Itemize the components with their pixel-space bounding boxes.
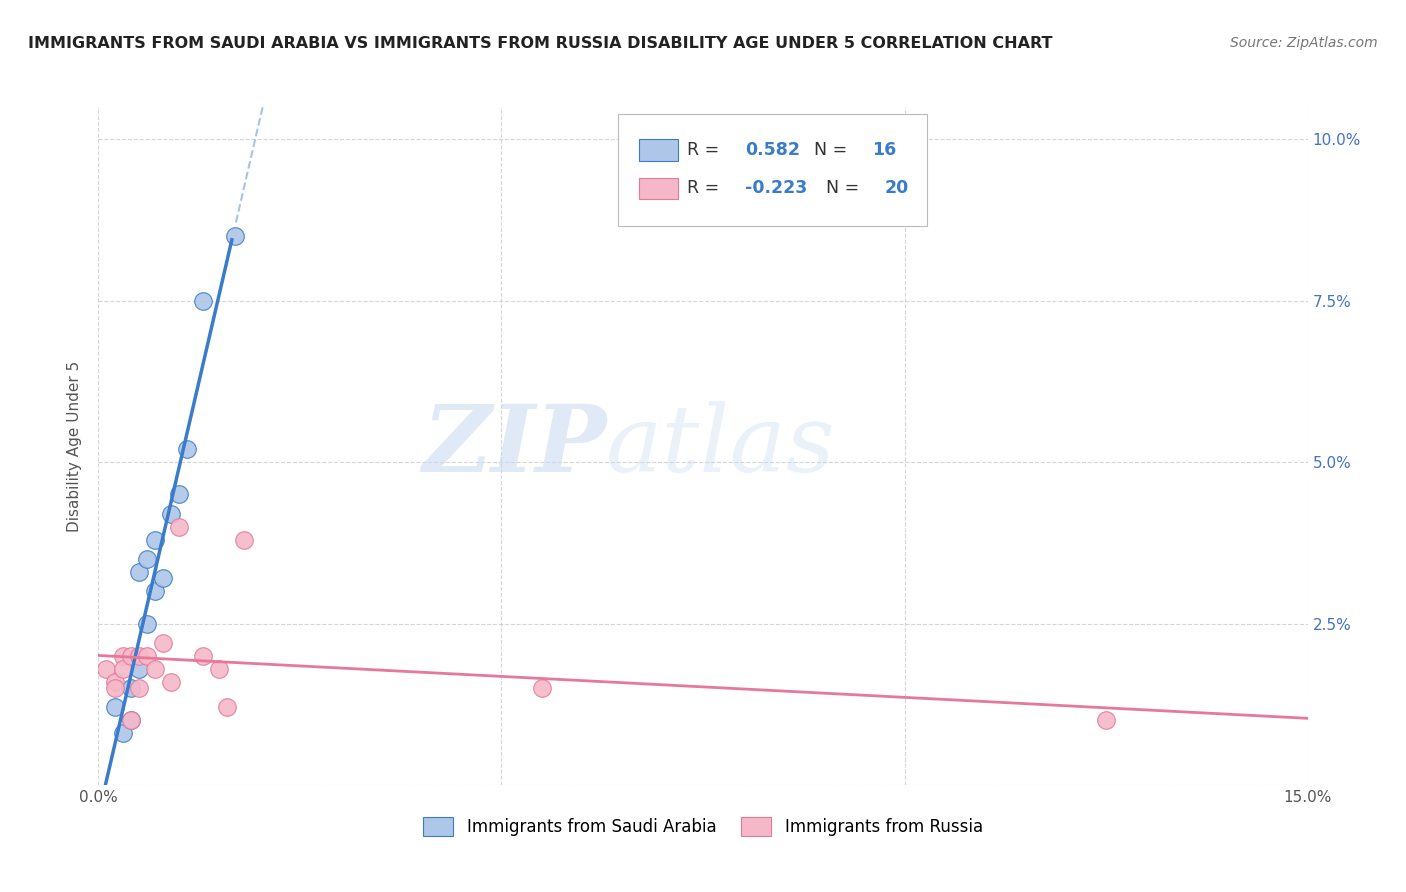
Point xyxy=(167,487,190,501)
Point xyxy=(160,507,183,521)
Point xyxy=(135,648,157,663)
Point xyxy=(232,533,254,547)
Text: R =: R = xyxy=(688,179,725,197)
Point xyxy=(143,584,166,599)
Legend: Immigrants from Saudi Arabia, Immigrants from Russia: Immigrants from Saudi Arabia, Immigrants… xyxy=(415,808,991,845)
Point xyxy=(152,636,174,650)
Text: -0.223: -0.223 xyxy=(745,179,807,197)
Point xyxy=(111,726,134,740)
FancyBboxPatch shape xyxy=(638,178,678,199)
Text: R =: R = xyxy=(688,141,725,159)
Point xyxy=(193,648,215,663)
Point xyxy=(103,681,125,695)
Point xyxy=(224,229,246,244)
Point xyxy=(120,714,142,728)
Point xyxy=(135,552,157,566)
Point xyxy=(128,681,150,695)
Point xyxy=(167,519,190,533)
Text: 0.582: 0.582 xyxy=(745,141,800,159)
Text: IMMIGRANTS FROM SAUDI ARABIA VS IMMIGRANTS FROM RUSSIA DISABILITY AGE UNDER 5 CO: IMMIGRANTS FROM SAUDI ARABIA VS IMMIGRAN… xyxy=(28,36,1053,51)
Point xyxy=(208,662,231,676)
Point xyxy=(103,700,125,714)
Text: atlas: atlas xyxy=(606,401,835,491)
Point xyxy=(143,533,166,547)
Text: ZIP: ZIP xyxy=(422,401,606,491)
Point xyxy=(143,662,166,676)
Text: 20: 20 xyxy=(884,179,908,197)
Point xyxy=(530,681,553,695)
Point xyxy=(193,293,215,308)
Point xyxy=(128,565,150,579)
Y-axis label: Disability Age Under 5: Disability Age Under 5 xyxy=(67,360,83,532)
Point xyxy=(96,662,118,676)
Point xyxy=(217,700,239,714)
Point xyxy=(111,662,134,676)
Text: N =: N = xyxy=(827,179,865,197)
Point xyxy=(120,681,142,695)
Point xyxy=(128,662,150,676)
Point xyxy=(135,616,157,631)
Point xyxy=(160,674,183,689)
Text: Source: ZipAtlas.com: Source: ZipAtlas.com xyxy=(1230,36,1378,50)
Point xyxy=(128,648,150,663)
Text: 16: 16 xyxy=(872,141,897,159)
Point xyxy=(152,571,174,585)
FancyBboxPatch shape xyxy=(619,114,927,226)
Point xyxy=(176,442,198,457)
Point xyxy=(103,674,125,689)
Point xyxy=(120,648,142,663)
FancyBboxPatch shape xyxy=(638,139,678,161)
Point xyxy=(120,714,142,728)
Text: N =: N = xyxy=(814,141,853,159)
Point xyxy=(111,648,134,663)
Point xyxy=(1095,714,1118,728)
